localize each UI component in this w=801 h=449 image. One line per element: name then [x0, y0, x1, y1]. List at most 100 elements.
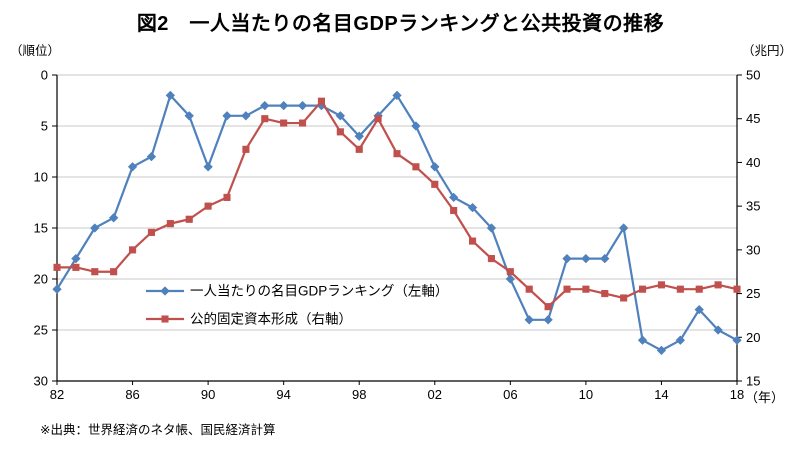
right-axis-tick-label: 35 — [746, 199, 760, 214]
x-axis-tick-label: 94 — [276, 387, 290, 402]
left-axis-tick-label: 0 — [41, 68, 48, 83]
series-1-marker — [53, 263, 61, 271]
series-0-marker — [505, 274, 516, 284]
series-1-marker — [544, 303, 552, 311]
series-0-marker — [694, 304, 704, 315]
left-axis-unit-label: （順位） — [10, 44, 61, 58]
series-0-marker — [467, 202, 478, 213]
series-0-marker — [278, 100, 289, 111]
series-1-marker — [620, 294, 628, 302]
series-1-marker — [261, 115, 269, 123]
series-1-marker — [185, 215, 193, 223]
series-1-marker — [317, 97, 325, 105]
series-0-marker — [184, 111, 194, 121]
series-1-marker — [166, 220, 174, 228]
series-0-marker — [732, 335, 742, 345]
series-0-marker — [71, 253, 81, 264]
right-axis-tick-label: 15 — [746, 374, 760, 389]
series-0-marker — [411, 121, 421, 131]
series-0-marker — [656, 345, 667, 356]
left-axis-tick-label: 10 — [34, 170, 48, 185]
series-0-marker — [430, 162, 440, 172]
right-axis-tick-label: 20 — [746, 330, 760, 345]
series-1-marker — [487, 255, 495, 263]
x-axis-tick-label: 90 — [201, 387, 215, 402]
legend-marker-square — [161, 315, 169, 323]
left-axis-tick-label: 30 — [34, 374, 48, 389]
series-0-marker — [297, 100, 308, 111]
series-0-marker — [581, 253, 591, 264]
series-0-marker — [392, 90, 402, 101]
series-0-marker — [618, 223, 629, 233]
left-axis-tick-label: 25 — [34, 323, 48, 338]
series-0-marker — [52, 284, 62, 294]
series-1-marker — [525, 285, 533, 293]
series-0-marker — [90, 223, 100, 233]
source-footnote: ※出典：世界経済のネタ帳、国民経済計算 — [40, 423, 276, 437]
series-0-marker — [524, 315, 534, 325]
series-1-marker — [657, 281, 665, 289]
right-axis-tick-label: 45 — [746, 111, 760, 126]
series-0-marker — [562, 253, 572, 264]
series-0-marker — [637, 335, 648, 345]
right-axis-tick-label: 50 — [746, 68, 760, 83]
x-axis-tick-label: 02 — [428, 387, 442, 402]
right-axis-tick-label: 25 — [746, 286, 760, 301]
series-0-marker — [713, 325, 723, 335]
series-0-marker — [127, 162, 138, 172]
series-1-marker — [280, 119, 288, 127]
series-0-marker — [146, 151, 157, 162]
x-axis-tick-label: 10 — [579, 387, 593, 402]
series-1-marker — [204, 202, 212, 210]
series-0-marker — [543, 315, 553, 325]
series-1-marker — [110, 268, 118, 276]
series-1-marker — [506, 268, 514, 276]
series-0-marker — [108, 213, 119, 223]
series-1-marker — [355, 145, 363, 153]
series-0-marker — [448, 192, 459, 203]
x-axis-tick-label: 86 — [125, 387, 139, 402]
series-1-marker — [393, 150, 401, 158]
x-axis-tick-label: 98 — [352, 387, 366, 402]
series-1-marker — [733, 285, 741, 293]
series-1-marker — [412, 163, 420, 171]
x-axis-tick-label: 14 — [654, 387, 668, 402]
series-0-marker — [241, 111, 251, 121]
series-0-marker — [203, 162, 213, 172]
series-0-marker — [600, 253, 610, 264]
series-1-marker — [431, 180, 439, 188]
series-0-marker — [354, 131, 364, 141]
series-0-marker — [260, 100, 270, 111]
series-1-marker — [91, 268, 99, 276]
series-1-marker — [242, 145, 250, 153]
series-0-marker — [165, 90, 176, 101]
series-1-marker — [639, 285, 647, 293]
left-axis-tick-label: 5 — [41, 119, 48, 134]
series-0-marker — [486, 223, 497, 233]
series-1-marker — [223, 193, 231, 201]
series-1-marker — [714, 281, 722, 289]
left-axis-tick-label: 15 — [34, 221, 48, 236]
series-0-marker — [335, 111, 346, 121]
x-axis-tick-label: 06 — [503, 387, 517, 402]
legend-marker-diamond — [160, 286, 170, 296]
series-1-marker — [299, 119, 307, 127]
series-0-marker — [222, 111, 232, 121]
series-1-marker — [676, 285, 684, 293]
series-1-marker — [450, 206, 458, 215]
series-0-marker — [675, 335, 686, 345]
x-axis-tick-label: 82 — [50, 387, 64, 402]
right-axis-tick-label: 30 — [746, 242, 760, 257]
legend-label: 公的固定資本形成（右軸） — [190, 312, 352, 327]
series-1-marker — [601, 290, 609, 298]
series-1-marker — [147, 228, 155, 236]
left-axis-tick-label: 20 — [34, 272, 48, 287]
x-axis-tick-label: 18 — [730, 387, 744, 402]
legend-label: 一人当たりの名目GDPランキング（左軸） — [190, 284, 448, 299]
series-1-marker — [374, 115, 382, 123]
series-1-marker — [695, 285, 703, 293]
series-1-marker — [469, 237, 477, 245]
right-axis-unit-label: （兆円） — [742, 44, 793, 58]
